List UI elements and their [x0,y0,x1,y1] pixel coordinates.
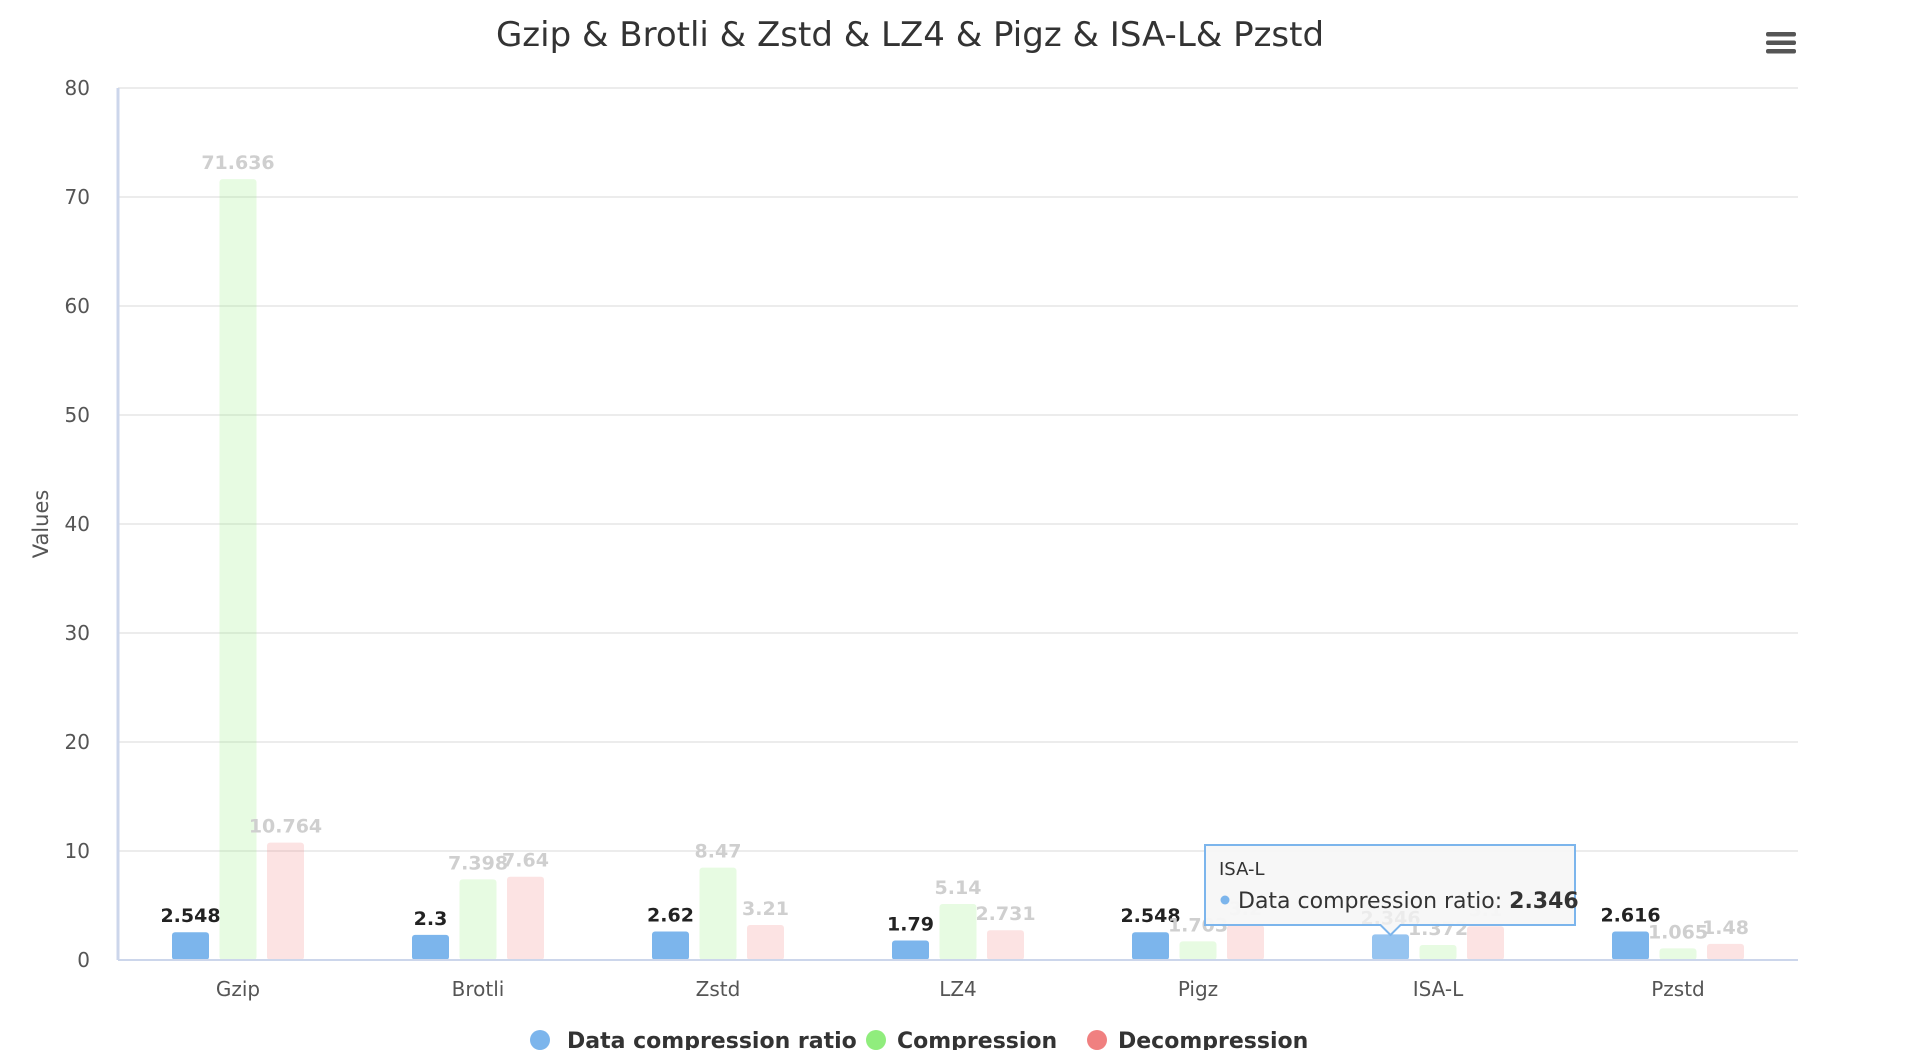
data-label: 3.21 [742,898,789,920]
legend-marker[interactable] [866,1030,886,1050]
bar[interactable] [1227,925,1264,960]
data-label: 2.731 [975,903,1035,925]
bar[interactable] [219,179,257,960]
y-tick-label: 70 [65,185,90,209]
bar[interactable] [1419,945,1457,960]
legend-item-label[interactable]: Data compression ratio [567,1029,857,1050]
gridlines [118,87,1798,961]
tooltip: ISA-L Data compression ratio: 2.346 [1204,844,1579,937]
y-tick-label: 10 [65,839,90,863]
data-label: 1.79 [887,913,934,935]
bar[interactable] [939,903,977,960]
bar[interactable] [1612,931,1649,960]
y-tick-label: 30 [65,621,90,645]
data-label: 7.398 [448,852,508,874]
x-tick-label: Zstd [696,977,741,1001]
y-tick-label: 0 [77,948,90,972]
legend-item-label[interactable]: Decompression [1118,1029,1308,1050]
bar[interactable] [1372,934,1409,960]
x-tick-label: Pigz [1178,977,1218,1001]
data-label: 71.636 [201,152,274,174]
bar[interactable] [1467,926,1504,960]
bar[interactable] [412,934,449,960]
axis-lines [116,88,1798,961]
bar[interactable] [747,925,784,960]
data-label: 10.764 [249,816,322,838]
chart-title: Gzip & Brotli & Zstd & LZ4 & Pigz & ISA-… [496,15,1324,55]
legend-marker[interactable] [1087,1030,1107,1050]
x-tick-label: Pzstd [1651,977,1705,1001]
x-tick-label: Gzip [216,977,260,1001]
bar[interactable] [892,940,929,960]
bar[interactable] [1132,932,1169,960]
bar[interactable] [987,930,1024,960]
y-tick-label: 60 [65,294,90,318]
tooltip-marker [1220,895,1230,905]
bars [172,179,1744,960]
bar[interactable] [699,867,737,960]
y-axis-ticks: 0 10 20 30 40 50 60 70 80 [65,76,90,972]
legend-item-label[interactable]: Compression [897,1029,1057,1050]
y-tick-label: 40 [65,512,90,536]
bar[interactable] [1707,943,1744,960]
x-tick-label: LZ4 [939,977,977,1001]
x-tick-label: ISA-L [1413,977,1464,1001]
tooltip-value: Data compression ratio: 2.346 [1238,889,1579,914]
bar[interactable] [267,842,304,960]
bar[interactable] [459,879,497,960]
data-label: 2.548 [1120,905,1180,927]
data-label: 2.548 [160,905,220,927]
legend-marker[interactable] [530,1030,550,1050]
data-label: 2.3 [414,908,448,930]
bar[interactable] [1659,948,1697,960]
data-label: 1.065 [1648,921,1708,943]
bar[interactable] [652,931,689,960]
data-label: 8.47 [695,841,742,863]
x-tick-label: Brotli [452,977,505,1001]
data-label: 1.48 [1702,917,1749,939]
data-label: 5.14 [935,877,982,899]
menu-icon[interactable] [1764,28,1798,58]
y-axis-title: Values [29,490,53,559]
bar[interactable] [172,932,209,960]
tooltip-box [1204,844,1576,937]
data-label: 2.616 [1600,904,1660,926]
tooltip-category: ISA-L [1219,859,1265,880]
data-label: 7.64 [502,850,549,872]
x-axis-ticks: Gzip Brotli Zstd LZ4 Pigz ISA-L Pzstd [216,977,1705,1001]
y-tick-label: 80 [65,76,90,100]
data-label: 2.62 [647,904,694,926]
legend: Data compression ratio Compression Decompr… [530,1029,1308,1050]
y-tick-label: 20 [65,730,90,754]
bar[interactable] [507,876,544,960]
bar[interactable] [1179,941,1217,960]
y-tick-label: 50 [65,403,90,427]
